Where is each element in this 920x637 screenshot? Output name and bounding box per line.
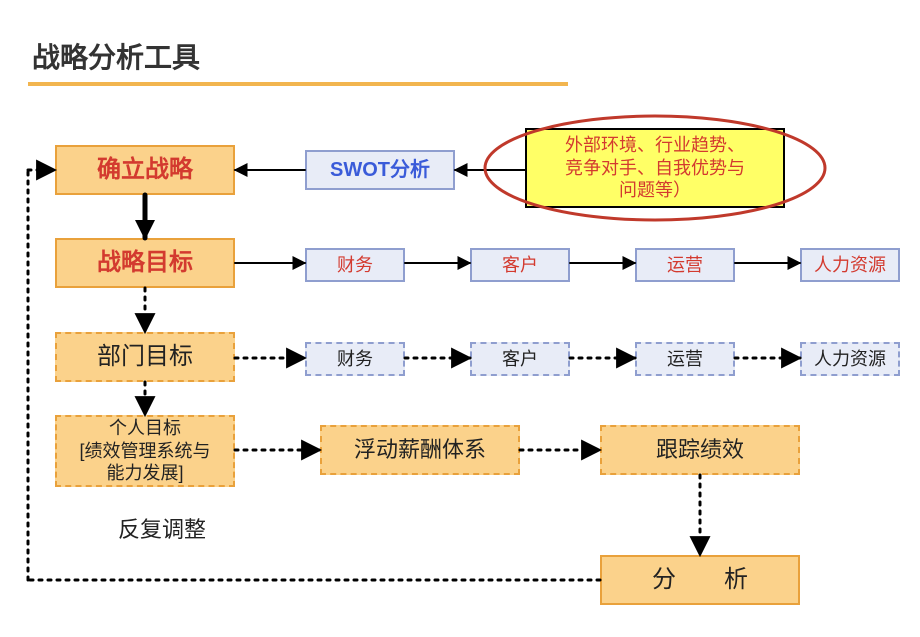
node-d_cust: 客户 <box>470 342 570 376</box>
node-d_fin: 财务 <box>305 342 405 376</box>
node-track: 跟踪绩效 <box>600 425 800 475</box>
node-swot: SWOT分析 <box>305 150 455 190</box>
node-d_hr: 人力资源 <box>800 342 900 376</box>
title-underline <box>28 82 568 86</box>
node-g_hr: 人力资源 <box>800 248 900 282</box>
node-personal: 个人目标 [绩效管理系统与 能力发展] <box>55 415 235 487</box>
node-analysis: 分 析 <box>600 555 800 605</box>
node-goals: 战略目标 <box>55 238 235 288</box>
node-strategy: 确立战略 <box>55 145 235 195</box>
node-floatcomp: 浮动薪酬体系 <box>320 425 520 475</box>
node-dept: 部门目标 <box>55 332 235 382</box>
node-g_cust: 客户 <box>470 248 570 282</box>
node-g_fin: 财务 <box>305 248 405 282</box>
node-external: 外部环境、行业趋势、 竞争对手、自我优势与 问题等） <box>525 128 785 208</box>
page-title: 战略分析工具 <box>32 36 200 76</box>
feedback-label: 反复调整 <box>118 516 206 544</box>
node-g_ops: 运营 <box>635 248 735 282</box>
node-d_ops: 运营 <box>635 342 735 376</box>
